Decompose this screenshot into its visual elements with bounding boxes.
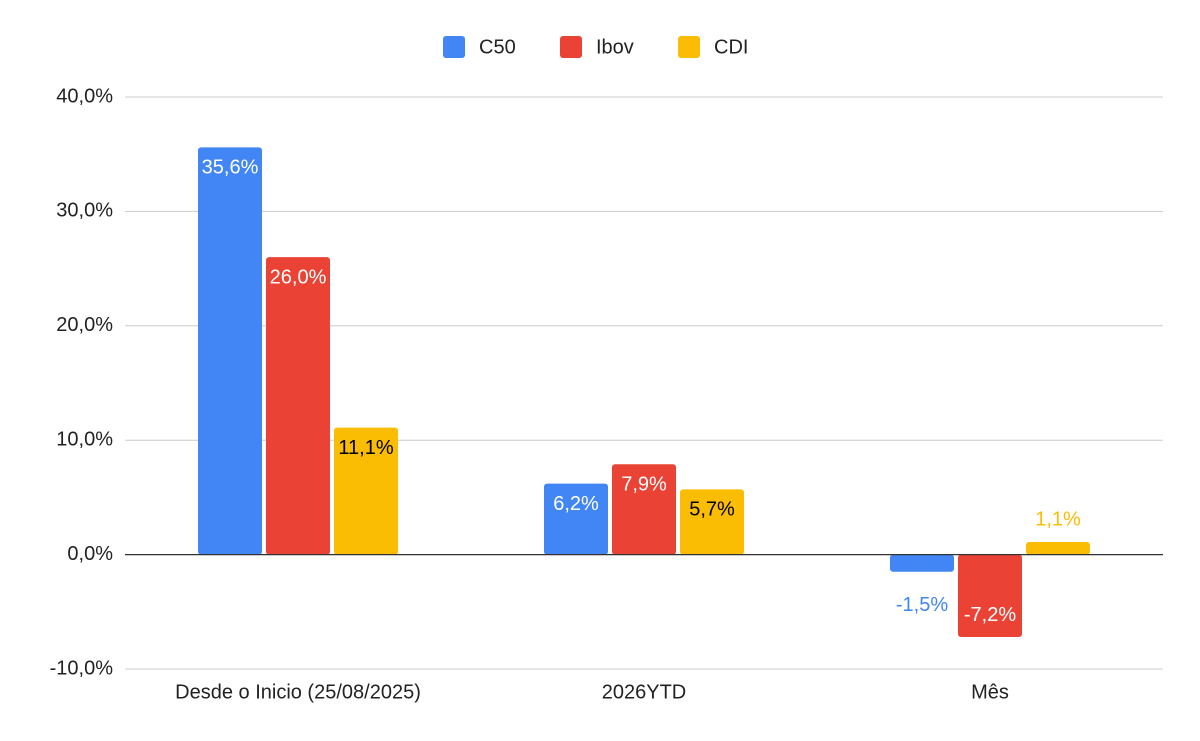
bar	[1026, 542, 1090, 555]
x-tick-label: Desde o Inicio (25/08/2025)	[175, 681, 421, 703]
data-label: 35,6%	[202, 157, 259, 179]
legend-swatch	[678, 36, 700, 58]
legend-label: C50	[479, 36, 516, 58]
bar	[890, 554, 954, 572]
data-label: 6,2%	[553, 493, 599, 515]
bar	[680, 489, 744, 555]
data-label: 1,1%	[1035, 508, 1081, 530]
data-label: -7,2%	[964, 604, 1016, 626]
x-tick-label: 2026YTD	[602, 681, 687, 703]
legend-swatch	[560, 36, 582, 58]
y-tick-label: 40,0%	[56, 85, 113, 107]
bar	[612, 464, 676, 555]
y-tick-label: 20,0%	[56, 314, 113, 336]
legend-label: CDI	[714, 36, 748, 58]
data-label: 5,7%	[689, 499, 735, 521]
bar	[198, 147, 262, 555]
y-tick-label: 10,0%	[56, 428, 113, 450]
bar	[266, 257, 330, 555]
data-label: 11,1%	[338, 437, 393, 459]
y-tick-label: 0,0%	[67, 543, 113, 565]
y-tick-label: -10,0%	[50, 657, 114, 679]
y-tick-label: 30,0%	[56, 200, 113, 222]
data-label: 7,9%	[621, 474, 667, 496]
bar	[958, 554, 1022, 637]
legend-swatch	[443, 36, 465, 58]
bar	[544, 483, 608, 555]
data-label: 26,0%	[270, 266, 327, 288]
x-tick-label: Mês	[971, 681, 1009, 703]
bar	[334, 427, 398, 555]
data-label: -1,5%	[896, 594, 948, 616]
legend-label: Ibov	[596, 36, 634, 58]
